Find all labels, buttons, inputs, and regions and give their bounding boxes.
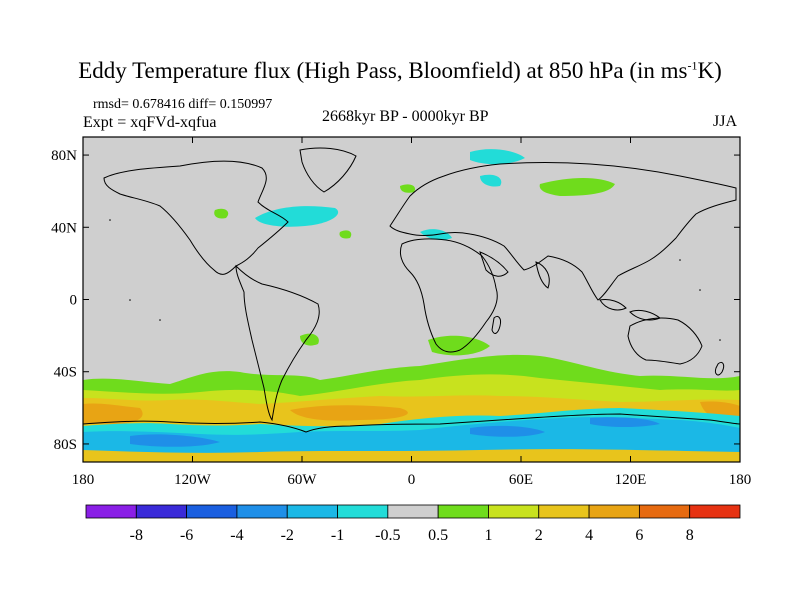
colorbar-label: -1 (331, 527, 344, 544)
colorbar-swatch (638, 504, 691, 519)
colorbar-label: 1 (484, 527, 492, 544)
lon-tick-label: 120E (615, 472, 647, 488)
colorbar-swatch (588, 504, 640, 519)
colorbar-swatch (437, 504, 489, 519)
lat-tick-label: 80S (54, 437, 77, 453)
season-label: JJA (713, 113, 738, 130)
period-label: 2668kyr BP - 0000kyr BP (322, 108, 489, 125)
colorbar-swatch (337, 504, 389, 519)
field-region-antarctic-south (83, 449, 740, 462)
lat-tick-label: 40S (54, 365, 77, 381)
lon-tick-label: 180 (729, 472, 752, 488)
chart-title: Eddy Temperature flux (High Pass, Bloomf… (78, 58, 722, 83)
lon-tick-label: 60W (287, 472, 317, 488)
rmsd-diff-stats: rmsd= 0.678416 diff= 0.150997 (93, 97, 273, 112)
lat-tick-label: 40N (51, 220, 77, 236)
colorbar-swatch (85, 504, 137, 519)
lon-tick-label: 120W (174, 472, 212, 488)
colorbar-label: 8 (686, 527, 694, 544)
lat-tick-label: 0 (70, 293, 78, 309)
colorbar-swatch (689, 504, 741, 519)
longitude-ticks: 180 120W 60W 0 60E 120E 180 (72, 137, 752, 488)
colorbar-swatch (286, 504, 338, 519)
colorbar-swatch (538, 504, 590, 519)
colorbar-swatch (488, 504, 540, 519)
lon-tick-label: 60E (509, 472, 533, 488)
latitude-ticks: 80N 40N 0 40S 80S (51, 148, 740, 453)
colorbar-label: 2 (535, 527, 543, 544)
field-region-central-asia (214, 178, 615, 239)
colorbar-label: -8 (130, 527, 143, 544)
colorbar-label: -6 (180, 527, 193, 544)
colorbar-label: 4 (585, 527, 593, 544)
field-region-arctic (470, 149, 525, 187)
colorbar-label: 6 (635, 527, 643, 544)
colorbar-swatch (236, 504, 288, 519)
coastlines (83, 147, 740, 433)
experiment-label: Expt = xqFVd-xqfua (83, 114, 217, 131)
colorbar-swatch (135, 504, 188, 519)
islands-dots (109, 219, 721, 341)
map-plot-area (83, 137, 740, 462)
colorbar-swatch (387, 504, 439, 519)
colorbar-label: 0.5 (428, 527, 448, 544)
colorbar-label: -4 (230, 527, 243, 544)
colorbar-swatch (186, 504, 238, 519)
lon-tick-label: 180 (72, 472, 95, 488)
colorbar-label: -0.5 (375, 527, 400, 544)
lon-tick-label: 0 (408, 472, 416, 488)
field-region-north-atlantic (255, 206, 339, 227)
field-region-antarctic-core (130, 417, 660, 447)
colorbar-label: -2 (281, 527, 294, 544)
lat-tick-label: 80N (51, 148, 77, 164)
colorbar: -8 -6 -4 -2 -1 -0.5 0.5 1 2 4 6 8 (85, 504, 741, 544)
